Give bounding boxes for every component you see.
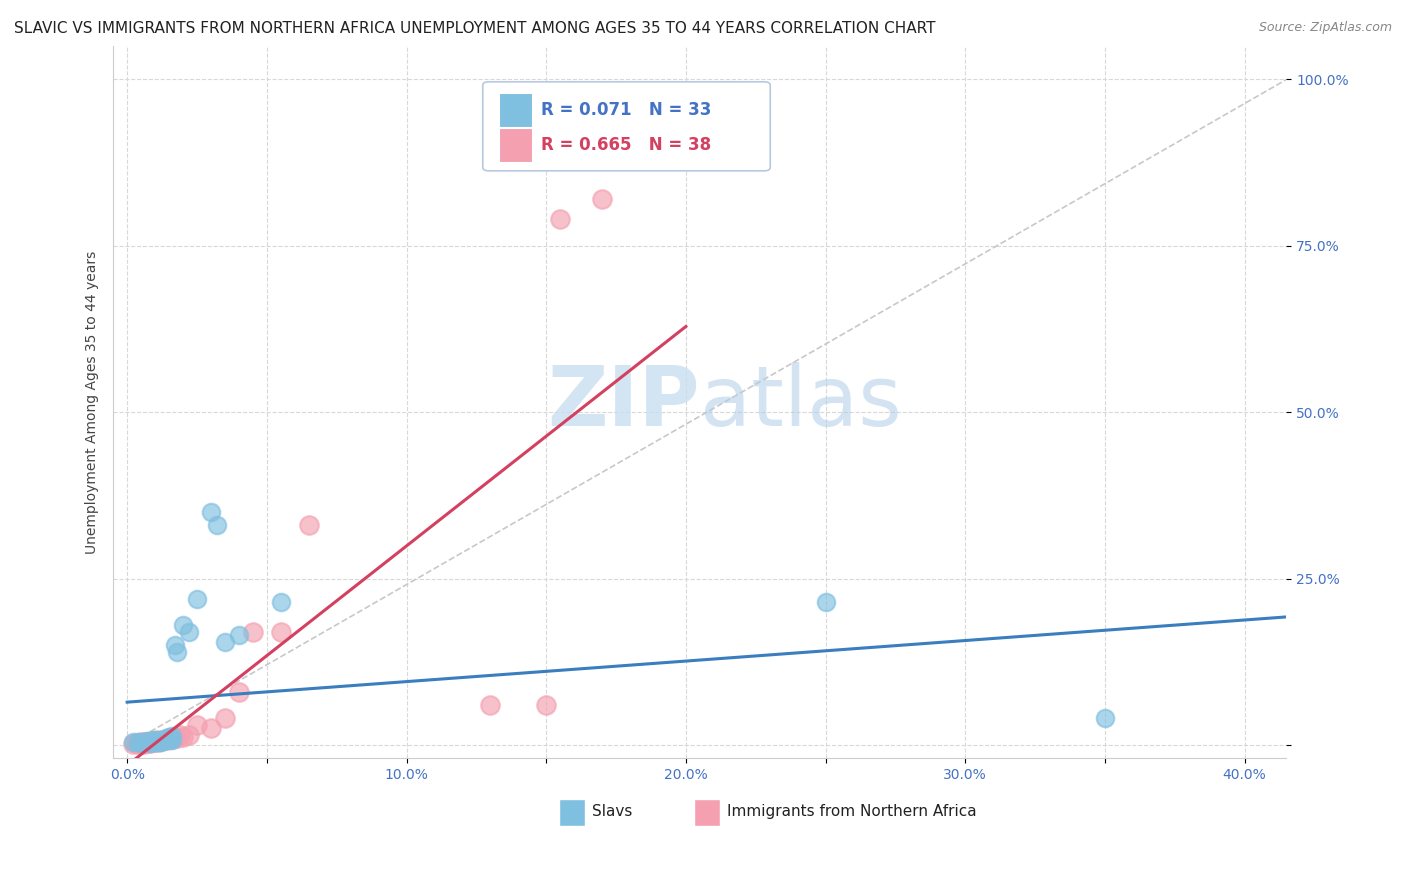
Point	[160, 729, 183, 743]
Text: Slavs: Slavs	[592, 804, 633, 819]
Point	[138, 736, 160, 750]
Point	[138, 736, 160, 750]
Point	[166, 731, 188, 746]
Point	[1094, 711, 1116, 725]
Point	[186, 718, 208, 732]
Point	[214, 634, 236, 648]
Point	[205, 518, 228, 533]
Point	[132, 737, 155, 751]
Text: ZIP: ZIP	[547, 362, 700, 442]
Point	[121, 737, 143, 751]
Point	[814, 595, 837, 609]
Point	[132, 735, 155, 749]
Text: Immigrants from Northern Africa: Immigrants from Northern Africa	[727, 804, 976, 819]
Bar	[560, 799, 585, 826]
Point	[186, 591, 208, 606]
Point	[127, 734, 149, 748]
Point	[121, 735, 143, 749]
Point	[548, 212, 571, 227]
Point	[160, 731, 183, 746]
Point	[146, 735, 169, 749]
Point	[149, 732, 172, 747]
Point	[135, 734, 157, 748]
Point	[177, 728, 200, 742]
Point	[141, 733, 163, 747]
Point	[270, 595, 292, 609]
Text: R = 0.071   N = 33: R = 0.071 N = 33	[541, 101, 711, 119]
Point	[157, 733, 180, 747]
Point	[242, 624, 264, 639]
Point	[200, 721, 222, 735]
Point	[143, 734, 166, 748]
FancyBboxPatch shape	[482, 82, 770, 171]
Point	[141, 734, 163, 748]
Point	[141, 735, 163, 749]
Point	[149, 734, 172, 748]
Point	[124, 736, 146, 750]
Point	[214, 711, 236, 725]
Point	[138, 734, 160, 748]
Point	[270, 624, 292, 639]
Point	[127, 737, 149, 751]
Point	[298, 518, 321, 533]
Point	[155, 731, 177, 746]
Point	[160, 732, 183, 747]
Text: atlas: atlas	[700, 362, 901, 442]
Bar	[499, 128, 531, 162]
Point	[591, 192, 613, 206]
Point	[138, 734, 160, 748]
Point	[143, 734, 166, 748]
Point	[163, 638, 186, 652]
Point	[228, 684, 250, 698]
Point	[172, 730, 194, 744]
Point	[169, 728, 191, 742]
Point	[155, 733, 177, 747]
Point	[146, 733, 169, 747]
Point	[534, 698, 557, 712]
Point	[135, 734, 157, 748]
Point	[152, 734, 174, 748]
Point	[166, 645, 188, 659]
Point	[172, 618, 194, 632]
Point	[479, 698, 502, 712]
Point	[129, 736, 152, 750]
Text: R = 0.665   N = 38: R = 0.665 N = 38	[541, 136, 711, 154]
Text: SLAVIC VS IMMIGRANTS FROM NORTHERN AFRICA UNEMPLOYMENT AMONG AGES 35 TO 44 YEARS: SLAVIC VS IMMIGRANTS FROM NORTHERN AFRIC…	[14, 21, 935, 36]
Point	[129, 736, 152, 750]
Point	[141, 735, 163, 749]
Point	[132, 735, 155, 749]
Point	[129, 735, 152, 749]
Point	[146, 734, 169, 748]
Point	[163, 730, 186, 744]
Point	[228, 628, 250, 642]
Point	[146, 734, 169, 748]
Point	[143, 735, 166, 749]
Point	[149, 734, 172, 748]
Point	[152, 732, 174, 747]
Text: Source: ZipAtlas.com: Source: ZipAtlas.com	[1258, 21, 1392, 34]
Point	[200, 505, 222, 519]
Point	[177, 624, 200, 639]
Point	[157, 730, 180, 744]
Point	[157, 731, 180, 746]
Point	[135, 736, 157, 750]
Point	[143, 732, 166, 747]
Bar	[499, 93, 531, 127]
Bar	[695, 799, 720, 826]
Y-axis label: Unemployment Among Ages 35 to 44 years: Unemployment Among Ages 35 to 44 years	[86, 251, 100, 554]
